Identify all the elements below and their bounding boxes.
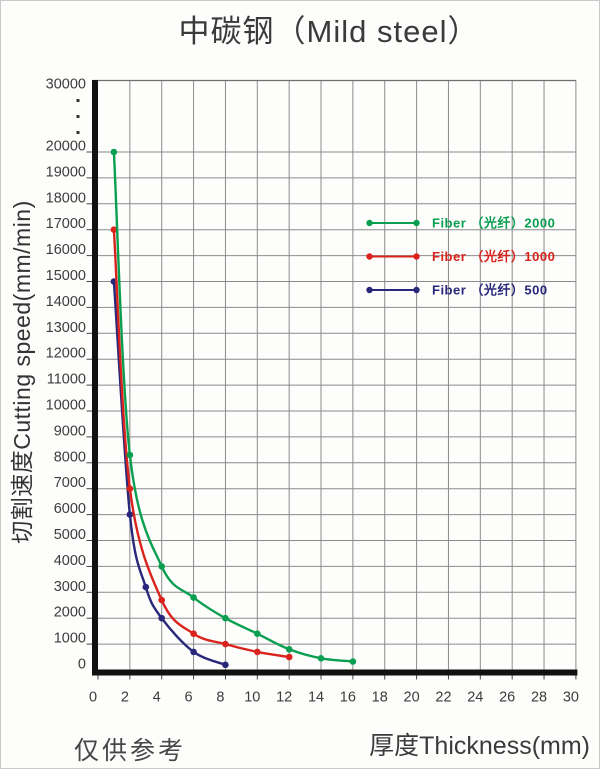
- x-tick-label: 14: [308, 690, 324, 706]
- data-point: [126, 511, 134, 518]
- y-tick-label: 14000: [46, 294, 86, 310]
- data-point: [222, 661, 229, 669]
- legend-marker-icon: [366, 219, 373, 227]
- y-tick-label: 0: [78, 657, 86, 673]
- data-point: [158, 563, 165, 570]
- x-tick-label: 6: [185, 690, 193, 706]
- y-tick-label: 2000: [54, 605, 86, 621]
- x-tick-label: 26: [499, 690, 515, 706]
- y-tick-label: 1000: [54, 631, 86, 647]
- y-tick-label: 8000: [54, 449, 86, 465]
- y-tick-label: 19000: [46, 164, 86, 180]
- data-point: [317, 655, 325, 662]
- y-tick-label: 16000: [46, 242, 86, 258]
- y-tick-label: 9000: [54, 423, 86, 439]
- x-tick-label: 30: [563, 690, 579, 706]
- legend-marker-icon: [366, 253, 373, 260]
- y-axis-line: [92, 80, 98, 676]
- y-tick-label: 5000: [54, 527, 86, 543]
- y-tick-label: 12000: [46, 346, 86, 362]
- data-point: [253, 648, 261, 656]
- legend-marker-icon: [413, 253, 420, 260]
- legend-item: Fiber （光纤）1000: [366, 249, 555, 264]
- data-point: [126, 485, 134, 493]
- legend-item: Fiber （光纤）500: [366, 283, 547, 298]
- x-tick-label: 12: [276, 690, 292, 706]
- grid-vertical: [129, 80, 577, 670]
- grid-horizontal: [98, 151, 576, 645]
- x-tick-label: 20: [404, 690, 420, 706]
- data-point: [158, 596, 165, 604]
- series-0: [110, 148, 357, 665]
- y-top-tick-label: 30000: [46, 77, 86, 93]
- series-line-1: [112, 228, 291, 659]
- y-tick-label: 13000: [46, 320, 86, 336]
- data-point: [349, 658, 357, 665]
- y-tick-label: 6000: [54, 501, 86, 517]
- y-tick-label: 4000: [54, 553, 86, 569]
- data-point: [190, 630, 197, 637]
- tick-marks: [86, 151, 577, 680]
- x-tick-label: 0: [89, 690, 97, 706]
- x-tick-label: 28: [531, 690, 547, 706]
- y-axis-break-dot: [76, 99, 80, 102]
- x-tick-label: 8: [216, 690, 224, 706]
- data-point: [110, 226, 118, 233]
- data-point: [222, 640, 229, 648]
- legend-label: Fiber （光纤）2000: [432, 216, 555, 231]
- chart-title: 中碳钢（Mild steel）: [178, 14, 480, 49]
- data-point: [222, 614, 229, 622]
- y-tick-label: 20000: [46, 139, 86, 155]
- data-point: [158, 614, 165, 622]
- y-tick-label: 11000: [47, 372, 86, 388]
- legend-marker-icon: [413, 286, 420, 294]
- reference-note: 仅供参考: [74, 737, 187, 765]
- data-point: [285, 646, 293, 653]
- data-point: [253, 630, 261, 637]
- legend-item: Fiber （光纤）2000: [366, 216, 555, 231]
- x-tick-label: 16: [340, 690, 356, 706]
- data-point: [126, 451, 134, 459]
- x-tick-label: 18: [372, 690, 388, 706]
- x-tick-label: 24: [467, 690, 483, 706]
- series-line-0: [112, 150, 355, 663]
- y-tick-label: 7000: [54, 475, 86, 491]
- series-1: [110, 226, 293, 661]
- y-tick-label: 10000: [46, 398, 86, 414]
- x-tick-label: 10: [244, 690, 260, 706]
- legend-marker-icon: [366, 286, 373, 294]
- y-tick-label: 17000: [46, 216, 86, 232]
- legend-marker-icon: [413, 219, 420, 227]
- data-point: [285, 653, 293, 661]
- legend-label: Fiber （光纤）1000: [432, 249, 555, 264]
- y-tick-label: 3000: [54, 579, 86, 595]
- x-tick-label: 4: [153, 690, 161, 706]
- y-axis-break-dot: [76, 115, 80, 118]
- data-point: [110, 148, 118, 156]
- y-axis-break-dot: [76, 131, 80, 134]
- data-point: [190, 594, 197, 601]
- legend: Fiber （光纤）2000 Fiber （光纤）1000 Fiber （光纤）50…: [366, 216, 555, 298]
- y-tick-label: 18000: [46, 190, 86, 206]
- x-axis-line: [92, 669, 578, 676]
- legend-label: Fiber （光纤）500: [432, 283, 548, 298]
- x-tick-label: 22: [435, 690, 451, 706]
- y-tick-label: 15000: [46, 268, 86, 284]
- data-point: [190, 648, 197, 656]
- data-point: [142, 583, 150, 591]
- x-tick-label: 2: [121, 690, 129, 706]
- x-axis-title: 厚度Thickness(mm): [369, 732, 590, 760]
